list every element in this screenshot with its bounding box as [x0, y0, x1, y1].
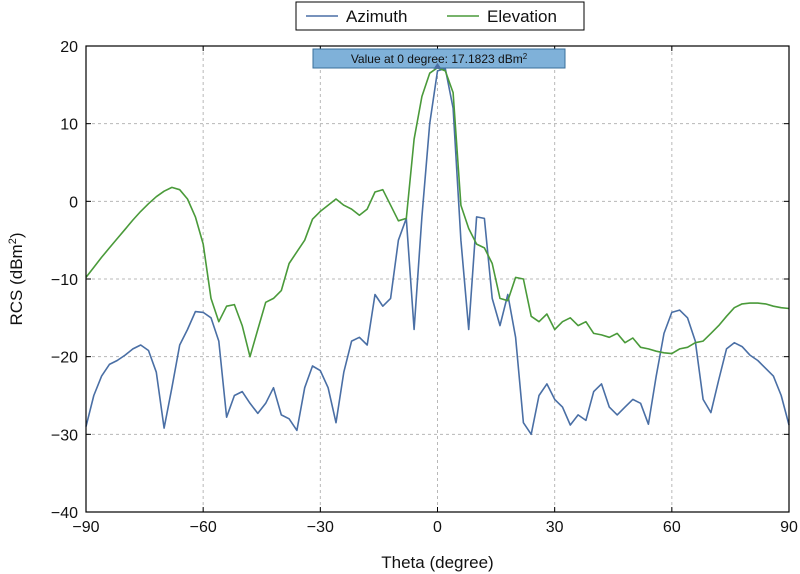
y-tick-label: −10 [51, 272, 78, 289]
x-tick-label: 60 [663, 519, 681, 536]
y-axis-label-sup: 2 [7, 238, 19, 244]
annotation-marker [433, 62, 442, 69]
y-axis-label: RCS (dBm2) [7, 232, 26, 325]
legend-label-elevation: Elevation [487, 7, 557, 26]
x-tick-label: 90 [780, 519, 798, 536]
y-tick-label: −20 [51, 350, 78, 367]
x-tick-label: −90 [72, 519, 99, 536]
y-axis-label-prefix: RCS (dBm [7, 244, 26, 325]
annotation-main: Value at 0 degree: 17.1823 dBm [351, 52, 523, 66]
tick-labels: −90 −60 −30 0 30 60 90 20 10 0 −10 −20 −30 −40 [51, 39, 798, 536]
grid [85, 45, 790, 513]
y-tick-label: 10 [60, 117, 78, 134]
x-tick-label: 30 [546, 519, 564, 536]
y-tick-label: −40 [51, 505, 78, 522]
legend: Azimuth Elevation [295, 1, 585, 31]
x-tick-label: −30 [307, 519, 334, 536]
annotation-sup: 2 [523, 52, 528, 61]
legend-label-azimuth: Azimuth [346, 7, 407, 26]
x-axis-label: Theta (degree) [381, 553, 493, 572]
x-tick-label: 0 [433, 519, 442, 536]
x-tick-label: −60 [190, 519, 217, 536]
annotation-text: Value at 0 degree: 17.1823 dBm2 [351, 52, 528, 67]
legend-box [295, 1, 585, 31]
peak-annotation: Value at 0 degree: 17.1823 dBm2 [312, 48, 566, 69]
y-tick-label: −30 [51, 427, 78, 444]
y-axis-label-suffix: ) [7, 232, 26, 238]
series-line-azimuth [85, 67, 790, 436]
y-tick-label: 20 [60, 39, 78, 56]
y-tick-label: 0 [69, 194, 78, 211]
